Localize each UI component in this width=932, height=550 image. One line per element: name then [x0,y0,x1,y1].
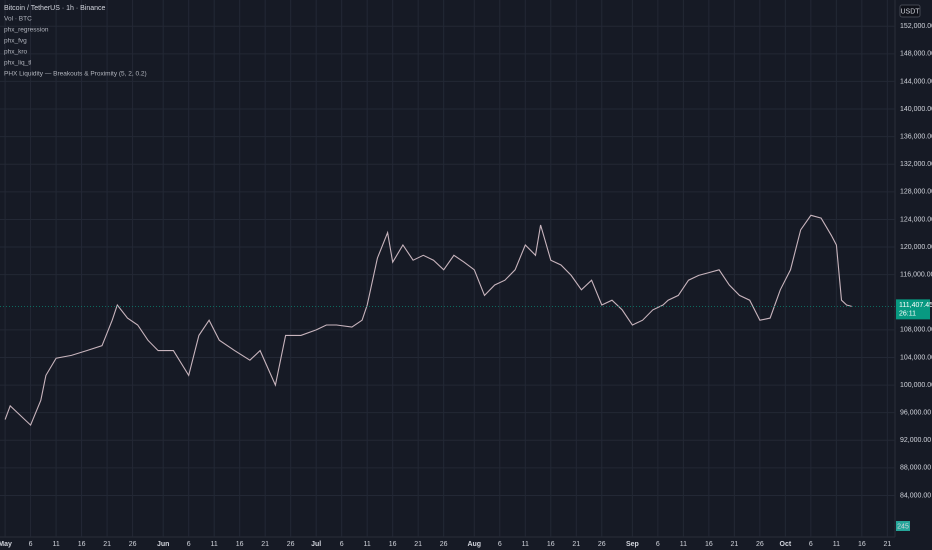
y-tick-label: 104,000.00 [900,354,932,361]
y-tick-label: 132,000.00 [900,161,932,168]
x-tick-label: 6 [656,541,660,548]
price-line [4,214,852,427]
x-tick-label: 21 [414,541,422,548]
volume-label: 245 [897,523,909,530]
x-tick-label: 16 [389,541,397,548]
x-tick-label: Aug [467,541,481,548]
x-tick-label: 11 [522,541,529,548]
currency-box[interactable] [899,4,921,18]
legend-line: phx_fvg [4,38,27,45]
x-tick-label: 16 [858,541,866,548]
x-tick-label: 16 [78,541,86,548]
volume-label-box [896,521,910,531]
legend-line: phx_kro [4,49,28,56]
x-tick-label: 11 [680,541,687,548]
x-tick-label: Jul [311,541,321,548]
y-tick-label: 144,000.00 [900,78,932,85]
last-price-label: 111,407.45 [899,302,932,309]
legend: Bitcoin / TetherUS · 1h · Binance Vol · B… [4,5,147,78]
x-tick-label: Sep [626,541,639,548]
x-tick-label: 21 [261,541,269,548]
x-tick-label: 26 [598,541,606,548]
x-tick-label: 6 [187,541,191,548]
x-tick-label: 16 [547,541,555,548]
y-tick-label: 136,000.00 [900,133,932,140]
countdown: 26:11 [899,311,916,318]
legend-line: Vol · BTC [4,16,32,23]
x-tick-label: 11 [211,541,218,548]
y-tick-label: 116,000.00 [900,272,932,279]
x-tick-label: May [0,541,12,548]
x-tick-label: 6 [498,541,502,548]
y-tick-label: 84,000.00 [900,492,931,499]
x-tick-label: 21 [883,541,891,548]
y-tick-label: 152,000.00 [900,23,932,30]
x-tick-label: 11 [833,541,840,548]
x-tick-label: 11 [364,541,371,548]
legend-line: PHX Liquidity — Breakouts & Proximity (5… [4,71,147,78]
currency[interactable]: USDT [900,8,920,15]
x-tick-label: 16 [705,541,713,548]
grid [0,0,895,537]
x-tick-label: 21 [103,541,111,548]
x-tick-label: 6 [809,541,813,548]
y-tick-label: 140,000.00 [900,106,932,113]
y-tick-label: 124,000.00 [900,216,932,223]
x-tick-label: 26 [287,541,295,548]
y-tick-label: 92,000.00 [900,437,931,444]
x-tick-label: 26 [440,541,448,548]
y-tick-label: 120,000.00 [900,244,932,251]
y-tick-label: 88,000.00 [900,465,931,472]
x-tick-label: 21 [572,541,580,548]
y-tick-label: 128,000.00 [900,189,932,196]
y-tick-label: 108,000.00 [900,327,932,334]
x-tick-label: 26 [756,541,764,548]
legend-line: Bitcoin / TetherUS · 1h · Binance [4,5,106,12]
y-tick-label: 100,000.00 [900,382,932,389]
x-tick-label: Oct [780,541,792,548]
x-tick-label: 26 [129,541,137,548]
y-tick-label: 96,000.00 [900,410,931,417]
x-tick-label: Jun [157,541,169,548]
legend-line: phx_liq_tl [4,60,32,67]
x-tick-label: 6 [340,541,344,548]
x-tick-label: 21 [730,541,738,548]
x-tick-label: 6 [29,541,33,548]
y-tick-label: 148,000.00 [900,51,932,58]
x-tick-label: 11 [52,541,59,548]
x-tick-label: 16 [236,541,244,548]
last-price-box [896,299,930,320]
legend-line: phx_regression [4,27,49,34]
